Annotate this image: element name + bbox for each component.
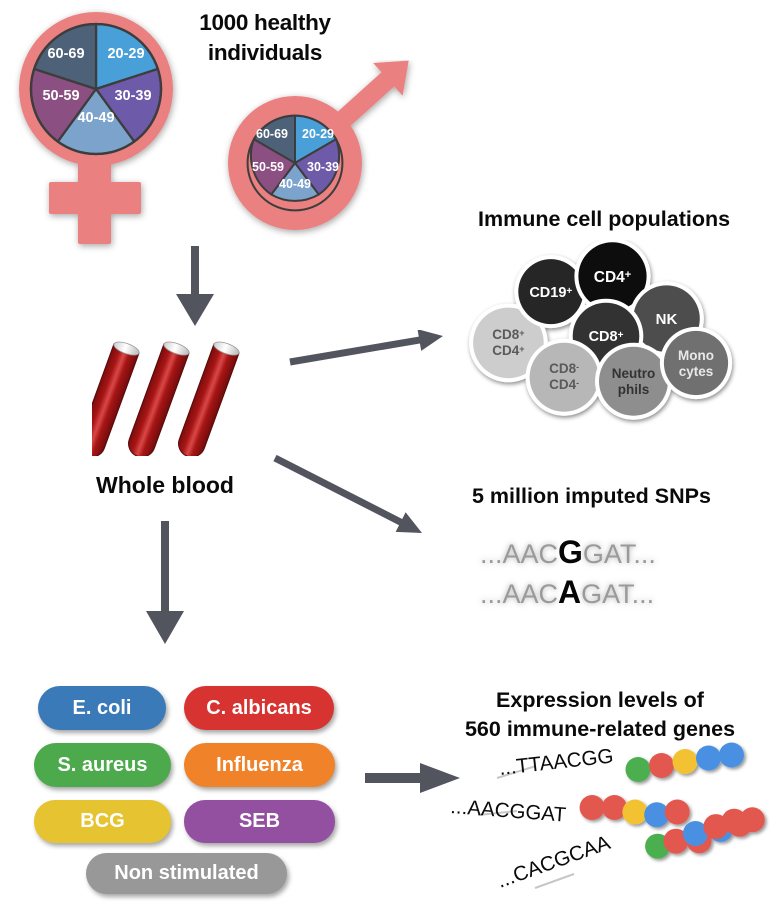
- svg-text:...CACGCAA: ...CACGCAA: [494, 831, 614, 893]
- svg-text:phils: phils: [618, 382, 650, 397]
- svg-text:Neutro: Neutro: [612, 366, 656, 381]
- svg-text:60-69: 60-69: [256, 127, 288, 141]
- svg-text:cytes: cytes: [679, 364, 714, 379]
- svg-text:...TTAACGG: ...TTAACGG: [498, 745, 614, 780]
- svg-text:40-49: 40-49: [279, 177, 311, 191]
- svg-text:NK: NK: [656, 311, 678, 328]
- svg-text:...AACGGAT: ...AACGGAT: [450, 795, 568, 827]
- svg-text:CD8-: CD8-: [549, 361, 579, 376]
- svg-text:50-59: 50-59: [252, 160, 284, 174]
- svg-text:CD19+: CD19+: [529, 285, 572, 301]
- svg-text:30-39: 30-39: [307, 160, 339, 174]
- svg-text:CD4-: CD4-: [549, 377, 579, 392]
- svg-text:Mono: Mono: [678, 348, 714, 363]
- svg-text:20-29: 20-29: [302, 127, 334, 141]
